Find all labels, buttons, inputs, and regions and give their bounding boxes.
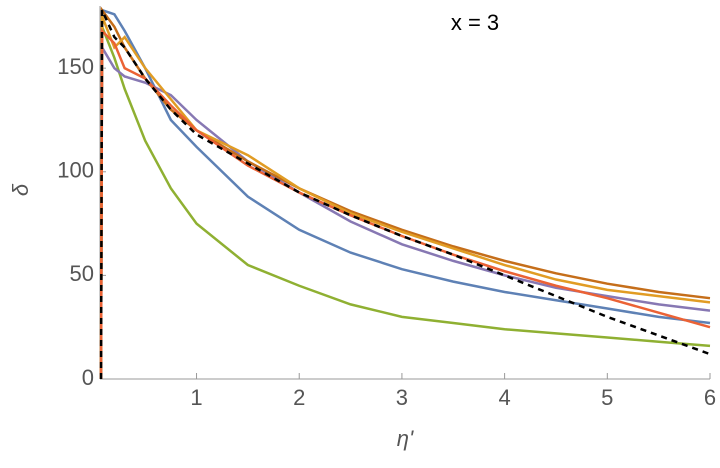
line-series <box>99 6 711 380</box>
x-tick-label: 3 <box>396 385 408 410</box>
line-series <box>99 42 711 380</box>
x-axis-label: η' <box>397 426 414 451</box>
line-series <box>99 27 711 380</box>
annotation: x = 3 <box>451 10 499 35</box>
y-tick-label: 0 <box>82 365 94 390</box>
line-series <box>99 26 711 380</box>
x-tick-label: 5 <box>601 385 613 410</box>
line-series <box>99 9 711 380</box>
y-tick-label: 50 <box>70 261 94 286</box>
y-tick-label: 150 <box>57 54 94 79</box>
y-tick-label: 100 <box>57 158 94 183</box>
x-tick-label: 4 <box>498 385 510 410</box>
y-axis-label: δ <box>8 183 33 196</box>
line-series <box>99 15 711 380</box>
line-series <box>99 8 711 380</box>
x-tick-label: 2 <box>293 385 305 410</box>
x-tick-label: 1 <box>190 385 202 410</box>
x-tick-label: 6 <box>704 385 716 410</box>
